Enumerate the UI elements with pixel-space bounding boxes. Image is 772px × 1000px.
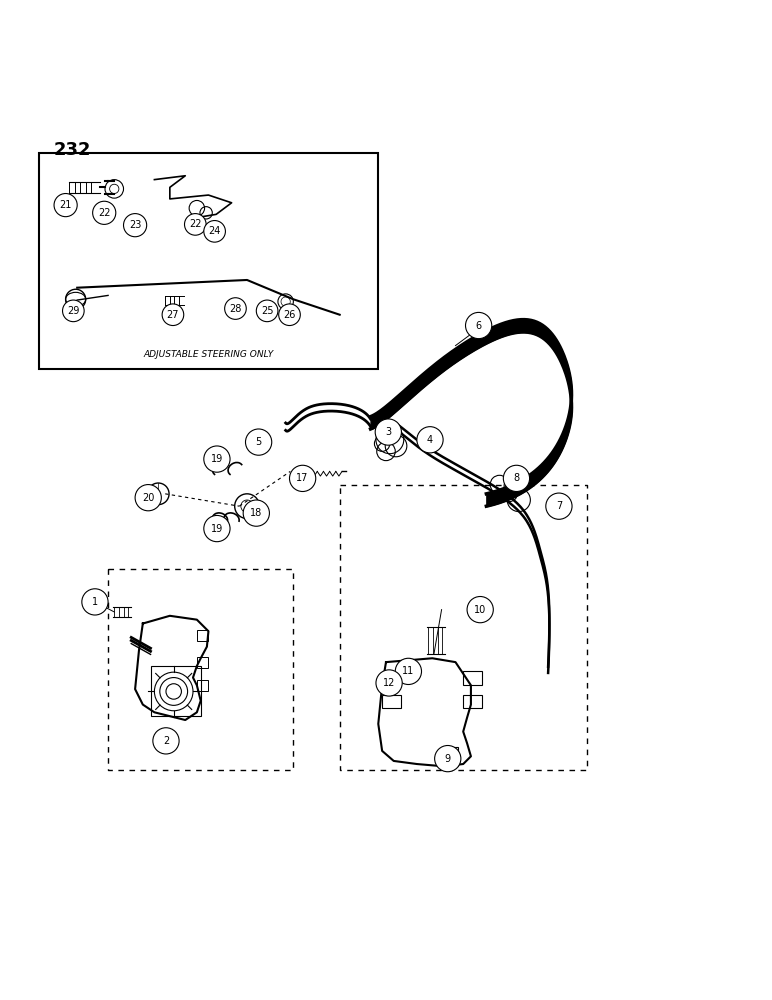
Bar bbox=[463, 695, 482, 708]
Circle shape bbox=[243, 500, 269, 526]
Text: 28: 28 bbox=[229, 304, 242, 314]
Text: 22: 22 bbox=[189, 219, 201, 229]
Circle shape bbox=[54, 194, 77, 217]
Circle shape bbox=[204, 515, 230, 542]
Bar bbox=[197, 680, 208, 691]
Text: 12: 12 bbox=[383, 678, 395, 688]
Circle shape bbox=[153, 728, 179, 754]
Circle shape bbox=[376, 670, 402, 696]
Circle shape bbox=[63, 300, 84, 322]
Circle shape bbox=[466, 312, 492, 339]
Circle shape bbox=[279, 304, 300, 326]
Circle shape bbox=[375, 419, 401, 445]
Text: 27: 27 bbox=[167, 310, 179, 320]
Text: 1: 1 bbox=[92, 597, 98, 607]
Circle shape bbox=[204, 446, 230, 472]
Circle shape bbox=[185, 214, 206, 235]
Text: 18: 18 bbox=[250, 508, 262, 518]
Text: 8: 8 bbox=[513, 473, 520, 483]
Bar bbox=[197, 657, 208, 668]
Text: 26: 26 bbox=[283, 310, 296, 320]
Text: 2: 2 bbox=[163, 736, 169, 746]
Text: 6: 6 bbox=[476, 321, 482, 331]
Text: 25: 25 bbox=[261, 306, 273, 316]
Bar bbox=[382, 695, 401, 708]
Circle shape bbox=[417, 427, 443, 453]
Circle shape bbox=[135, 485, 161, 511]
Text: 10: 10 bbox=[474, 605, 486, 615]
Circle shape bbox=[467, 596, 493, 623]
Circle shape bbox=[93, 201, 116, 224]
Circle shape bbox=[395, 658, 422, 685]
Circle shape bbox=[225, 298, 246, 319]
Circle shape bbox=[82, 589, 108, 615]
Text: 24: 24 bbox=[208, 226, 221, 236]
Bar bbox=[197, 630, 208, 641]
Bar bbox=[444, 747, 458, 766]
Polygon shape bbox=[378, 658, 471, 766]
Text: 17: 17 bbox=[296, 473, 309, 483]
Circle shape bbox=[546, 493, 572, 519]
Text: 4: 4 bbox=[427, 435, 433, 445]
Bar bbox=[39, 153, 378, 369]
Text: 5: 5 bbox=[256, 437, 262, 447]
Text: 22: 22 bbox=[98, 208, 110, 218]
Circle shape bbox=[245, 429, 272, 455]
Polygon shape bbox=[135, 616, 208, 720]
Text: 19: 19 bbox=[211, 524, 223, 534]
Text: 29: 29 bbox=[67, 306, 80, 316]
Text: 3: 3 bbox=[385, 427, 391, 437]
Circle shape bbox=[124, 214, 147, 237]
Text: ADJUSTABLE STEERING ONLY: ADJUSTABLE STEERING ONLY bbox=[144, 350, 273, 359]
Circle shape bbox=[435, 745, 461, 772]
Bar bbox=[463, 671, 482, 685]
Circle shape bbox=[503, 465, 530, 492]
Circle shape bbox=[256, 300, 278, 322]
Text: 19: 19 bbox=[211, 454, 223, 464]
Text: 9: 9 bbox=[445, 754, 451, 764]
Text: 7: 7 bbox=[556, 501, 562, 511]
Text: 20: 20 bbox=[142, 493, 154, 503]
Circle shape bbox=[290, 465, 316, 492]
Text: 21: 21 bbox=[59, 200, 72, 210]
Text: 232: 232 bbox=[54, 141, 92, 159]
Circle shape bbox=[162, 304, 184, 326]
Text: 23: 23 bbox=[129, 220, 141, 230]
Text: 11: 11 bbox=[402, 666, 415, 676]
Bar bbox=[151, 666, 201, 716]
Circle shape bbox=[204, 221, 225, 242]
